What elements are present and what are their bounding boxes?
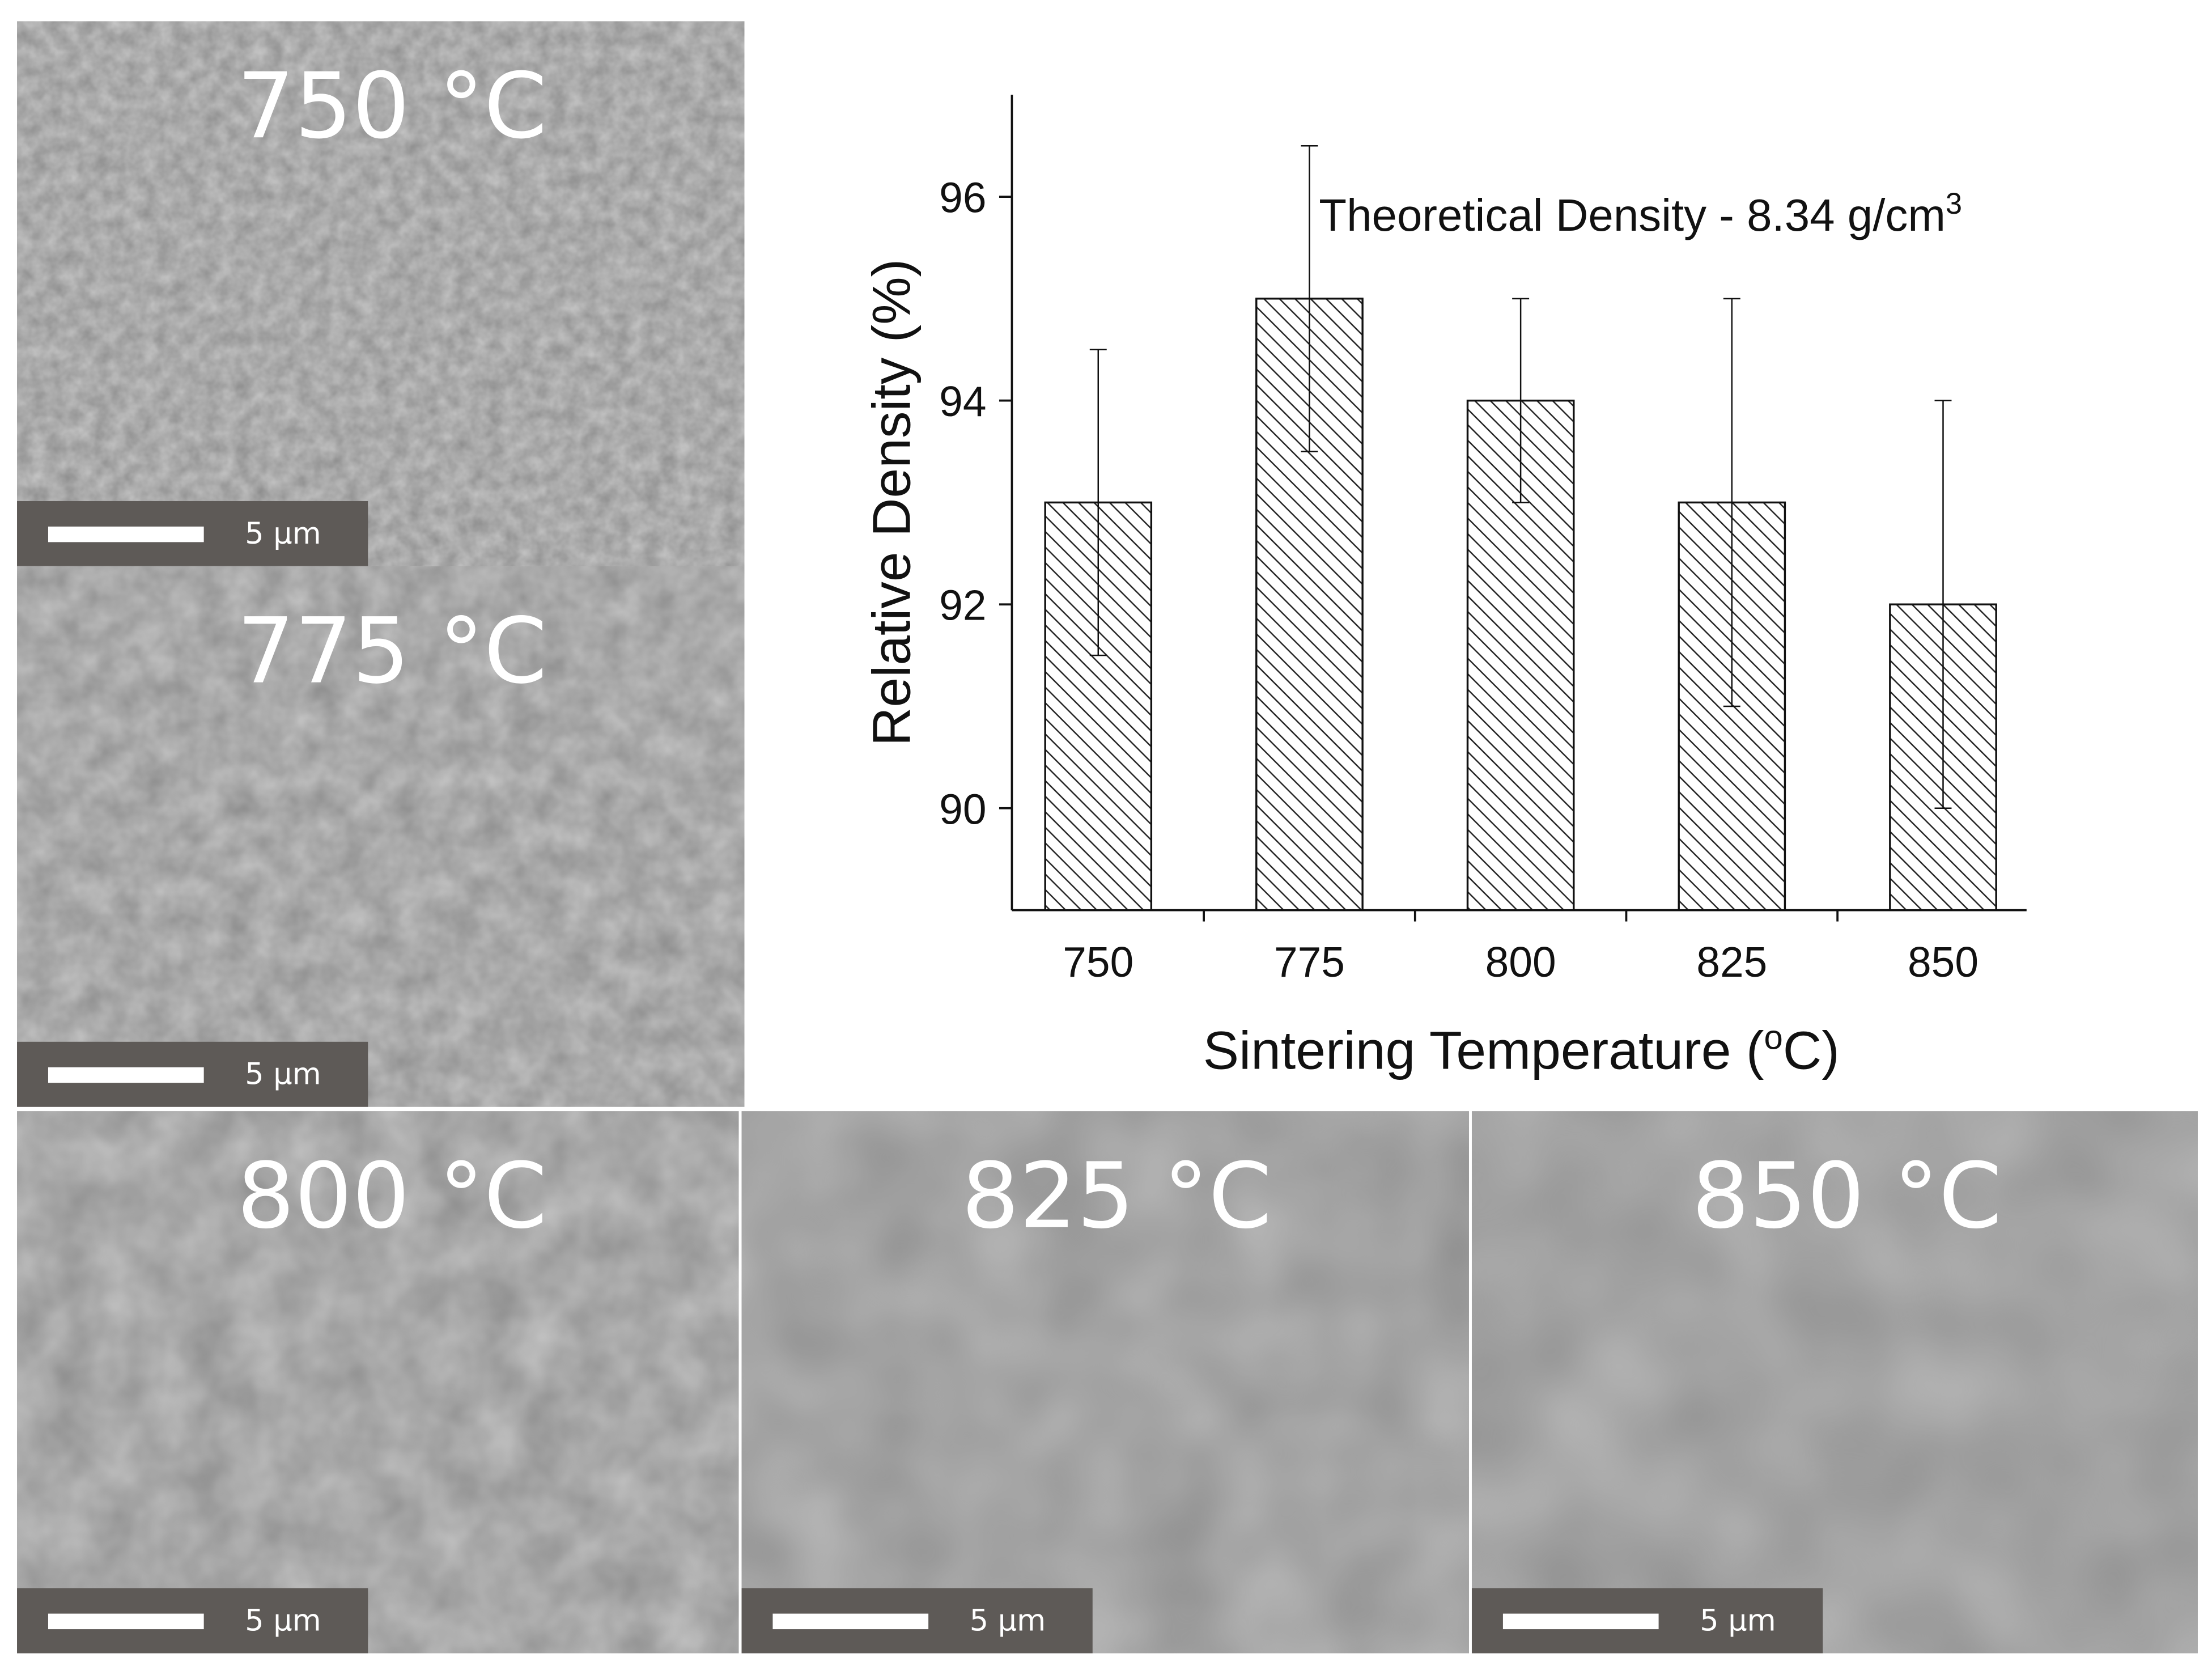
panel-label: 800 °C [237,1143,547,1249]
scale-bar-label: 5 µm [245,1057,321,1092]
scale-bar [48,526,204,542]
annotation: Theoretical Density - 8.34 g/cm3 [1319,188,1962,240]
x-axis-label-superscript: o [1764,1018,1782,1056]
panel-label: 850 °C [1692,1143,2002,1249]
sem-panel: 750 °C 5 µm [17,21,745,566]
sem-image-texture [17,1111,739,1654]
annotation-text: Theoretical Density - 8.34 g/cm [1319,190,1946,240]
scale-bar [1502,1613,1659,1630]
sem-panel: 800 °C 5 µm [17,1111,739,1654]
y-tick-label: 92 [939,582,986,629]
panel-label: 775 °C [237,599,547,704]
panel-label: 825 °C [962,1143,1272,1249]
scale-bar [772,1613,929,1630]
x-tick-label: 825 [1696,938,1767,986]
x-axis-label-text: Sintering Temperature ( [1203,1020,1764,1080]
sem-images: 750 °C 5 µm 775 °C 5 µm 800 °C 5 µm 825 °C 5 µm… [17,21,2198,1654]
scale-bar-label: 5 µm [245,1604,321,1638]
x-tick-label: 850 [1908,938,1979,986]
y-axis-label: Relative Density (%) [862,259,922,746]
sem-image-texture [17,21,745,566]
x-tick-label: 775 [1274,938,1345,986]
scale-bar-label: 5 µm [1700,1604,1776,1638]
y-tick-label: 90 [939,785,986,833]
sem-panel: 775 °C 5 µm [17,566,745,1107]
y-tick-label: 94 [939,378,986,425]
y-tick-label: 96 [939,174,986,222]
scale-bar [48,1067,204,1083]
scale-bar-label: 5 µm [245,516,321,551]
scale-bar-label: 5 µm [970,1604,1046,1638]
sem-image-texture [17,566,745,1107]
sem-image-texture [1471,1111,2198,1654]
sem-panel: 825 °C 5 µm [741,1111,1469,1654]
panel-label: 750 °C [237,53,547,159]
x-axis-label: Sintering Temperature (oC) [1203,1018,1840,1080]
sem-panel: 850 °C 5 µm [1471,1111,2198,1654]
scale-bar [48,1613,204,1630]
x-tick-label: 750 [1063,938,1133,986]
x-axis-label-suffix: C) [1783,1020,1840,1080]
annotation-superscript: 3 [1946,188,1962,221]
chart: 90 92 94 96 750 775 800 825 850 Relative Density … [862,95,2027,1080]
sem-image-texture [741,1111,1469,1654]
x-tick-label: 800 [1485,938,1556,986]
